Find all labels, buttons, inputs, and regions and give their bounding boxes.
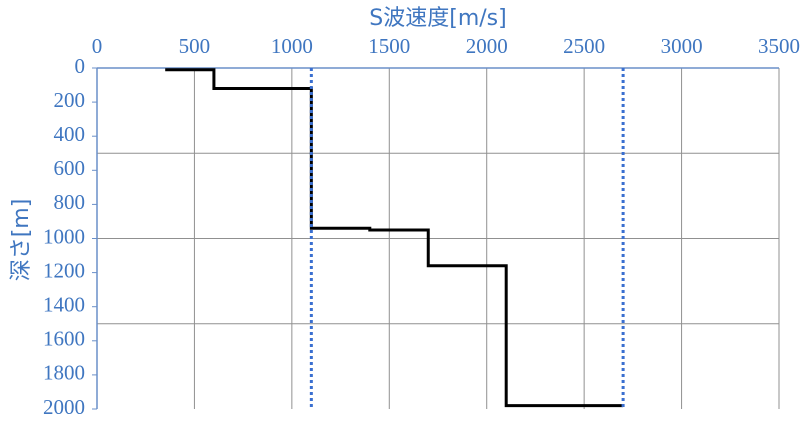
y-tick-label: 2000: [43, 395, 85, 419]
x-tick-label: 1000: [271, 34, 313, 58]
x-tick-label: 2500: [563, 34, 605, 58]
x-tick-label: 500: [179, 34, 211, 58]
y-tick-label: 0: [75, 54, 86, 78]
x-tick-label: 3000: [661, 34, 703, 58]
y-axis-title: 深さ[m]: [9, 199, 34, 282]
x-axis-title: S波速度[m/s]: [369, 6, 506, 31]
x-tick-label: 0: [92, 34, 103, 58]
y-tick-label: 200: [54, 88, 86, 112]
y-tick-label: 1800: [43, 361, 85, 385]
y-tick-label: 600: [54, 156, 86, 180]
y-tick-label: 1200: [43, 258, 85, 282]
y-tick-label: 1600: [43, 327, 85, 351]
x-tick-label: 1500: [368, 34, 410, 58]
x-tick-label: 2000: [466, 34, 508, 58]
profile-line: [165, 68, 624, 408]
y-tick-label: 1000: [43, 224, 85, 248]
x-tick-label: 3500: [758, 34, 800, 58]
y-tick-label: 1400: [43, 293, 85, 317]
y-tick-label: 400: [54, 122, 86, 146]
y-tick-label: 800: [54, 190, 86, 214]
